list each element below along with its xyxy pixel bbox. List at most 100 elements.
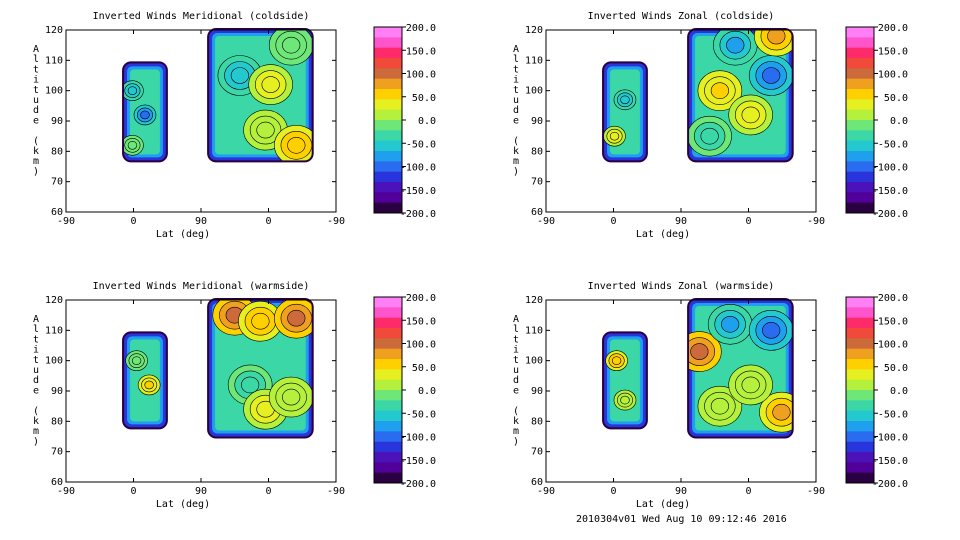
colorbar-tick-label: 150.0 — [406, 316, 436, 327]
y-tick-label: 90 — [531, 116, 543, 127]
colorbar-swatch — [846, 379, 874, 391]
contour-blob — [140, 110, 150, 120]
colorbar-tick-label: -150.0 — [872, 456, 908, 467]
colorbar-swatch — [374, 441, 402, 453]
contour-blob — [127, 140, 138, 150]
y-tick-label: 60 — [531, 207, 543, 218]
x-tick-label: 90 — [195, 216, 207, 227]
colorbar-tick-label: 150.0 — [406, 46, 436, 57]
colorbar-swatch — [374, 390, 402, 401]
colorbar-swatch — [846, 151, 874, 162]
x-tick-label: 90 — [675, 486, 687, 497]
contour-blob — [726, 36, 745, 54]
x-tick-label: -90 — [807, 216, 825, 227]
contour-blob — [127, 86, 138, 95]
x-tick-label: 0 — [130, 486, 136, 497]
colorbar-tick-label: -200.0 — [872, 479, 908, 490]
colorbar-tick-label: 50.0 — [412, 363, 436, 374]
colorbar-swatch — [374, 192, 402, 204]
colorbar-swatch — [846, 171, 874, 183]
colorbar-swatch — [374, 37, 402, 49]
contour-blob — [256, 121, 275, 139]
colorbar-tick-label: 0.0 — [418, 116, 436, 127]
x-tick-label: 0 — [130, 216, 136, 227]
y-tick-label: 90 — [51, 386, 63, 397]
footer-timestamp: 2010304v01 Wed Aug 10 09:12:46 2016 — [576, 514, 787, 525]
colorbar-swatch — [846, 421, 874, 432]
colorbar-swatch — [374, 68, 402, 80]
chart-panel-1: Inverted Winds Meridional (coldside) 60 70… — [33, 11, 436, 240]
x-tick-label: 0 — [265, 486, 271, 497]
y-tick-label: 90 — [51, 116, 63, 127]
x-tick-label: -90 — [327, 486, 345, 497]
colorbar-swatch — [846, 441, 874, 453]
y-tick-label: 70 — [51, 447, 63, 458]
x-axis-label: Lat (deg) — [636, 499, 690, 510]
colorbar-swatch — [374, 161, 402, 173]
contour-blob — [710, 82, 729, 99]
contour-blob — [620, 395, 630, 405]
contour-blob — [241, 376, 260, 394]
y-tick-label: 120 — [45, 25, 63, 36]
y-tick-label: 110 — [525, 325, 543, 336]
y-tick-label: 70 — [531, 447, 543, 458]
colorbar-tick-label: -100.0 — [872, 163, 908, 174]
colorbar-tick-label: 50.0 — [412, 93, 436, 104]
chart-title: Inverted Winds Meridional (warmside) — [93, 281, 310, 292]
contour-blob — [762, 322, 781, 339]
contour-blob — [690, 343, 709, 360]
colorbar-tick-label: -200.0 — [400, 209, 436, 220]
contour-blob — [721, 315, 740, 333]
colorbar-swatch — [846, 328, 874, 339]
colorbar-tick-label: 50.0 — [884, 93, 908, 104]
colorbar-swatch — [374, 359, 402, 370]
colorbar-swatch — [846, 472, 874, 484]
y-tick-label: 100 — [45, 356, 63, 367]
colorbar-swatch — [374, 78, 402, 90]
contour-blob — [700, 127, 719, 145]
y-tick-label: 70 — [531, 177, 543, 188]
x-tick-label: -90 — [57, 486, 75, 497]
x-tick-label: 0 — [610, 486, 616, 497]
colorbar-swatch — [374, 171, 402, 183]
colorbar-swatch — [374, 109, 402, 121]
colorbar-swatch — [846, 109, 874, 121]
colorbar-tick-label: -100.0 — [872, 433, 908, 444]
colorbar-tick-label: 200.0 — [878, 23, 908, 34]
x-tick-label: 0 — [745, 216, 751, 227]
y-tick-label: 110 — [525, 55, 543, 66]
contour-blob — [620, 95, 630, 105]
colorbar-tick-label: 50.0 — [884, 363, 908, 374]
colorbar-swatch — [374, 89, 402, 100]
x-tick-label: -90 — [537, 216, 555, 227]
y-tick-label: 80 — [531, 146, 543, 157]
colorbar-swatch — [846, 182, 874, 193]
chart-title: Inverted Winds Zonal (coldside) — [588, 11, 775, 22]
colorbar-swatch — [846, 161, 874, 173]
x-axis-label: Lat (deg) — [636, 229, 690, 240]
contour-blob — [230, 67, 249, 84]
contour-blob — [251, 312, 270, 330]
colorbar-tick-label: -200.0 — [400, 479, 436, 490]
contour-blob — [131, 356, 142, 365]
colorbar-swatch — [846, 68, 874, 80]
x-tick-label: 90 — [195, 486, 207, 497]
colorbar-tick-label: 150.0 — [878, 316, 908, 327]
colorbar-swatch — [374, 27, 402, 38]
colorbar-swatch — [374, 120, 402, 131]
colorbar-swatch — [846, 130, 874, 142]
chart-title: Inverted Winds Meridional (coldside) — [93, 11, 310, 22]
x-tick-label: 0 — [745, 486, 751, 497]
y-tick-label: 80 — [51, 416, 63, 427]
colorbar-swatch — [846, 307, 874, 319]
colorbar-swatch — [846, 410, 874, 422]
y-tick-label: 100 — [45, 86, 63, 97]
chart-panel-2: Inverted Winds Zonal (coldside) 60 70 80 90 1… — [513, 11, 908, 240]
x-tick-label: -90 — [57, 216, 75, 227]
colorbar-tick-label: -150.0 — [400, 186, 436, 197]
colorbar-swatch — [374, 307, 402, 319]
colorbar-swatch — [846, 400, 874, 412]
